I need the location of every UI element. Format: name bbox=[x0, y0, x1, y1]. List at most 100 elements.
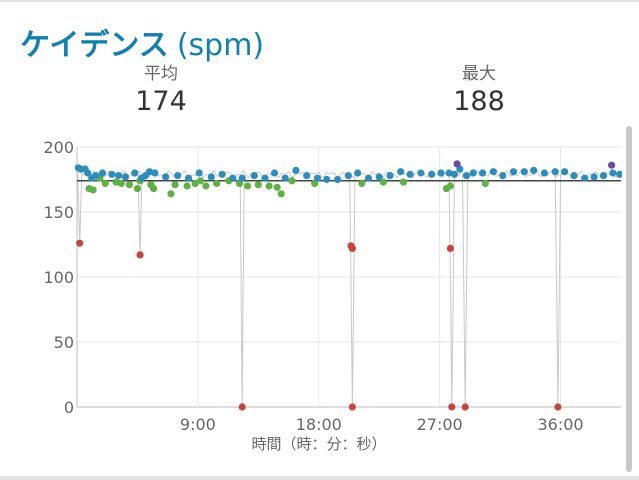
data-point-blue bbox=[509, 168, 518, 176]
dip-trace bbox=[462, 174, 469, 408]
data-point-blue bbox=[303, 172, 311, 180]
y-tick-label: 50 bbox=[54, 333, 74, 352]
data-point-blue bbox=[281, 174, 289, 182]
data-point-blue bbox=[229, 174, 237, 182]
data-point-green bbox=[244, 182, 252, 190]
dip-trace bbox=[349, 174, 356, 408]
x-tick-label: 36:00 bbox=[538, 415, 584, 434]
data-point-blue bbox=[599, 172, 608, 180]
data-point-blue bbox=[292, 166, 300, 174]
data-point-green bbox=[202, 182, 210, 190]
data-point-blue bbox=[551, 168, 559, 176]
data-point-purple bbox=[608, 161, 616, 169]
data-point-green bbox=[183, 182, 191, 190]
data-point-blue bbox=[590, 173, 598, 181]
y-tick-label: 150 bbox=[43, 203, 74, 222]
data-point-green bbox=[197, 177, 205, 185]
scrollbar[interactable] bbox=[626, 126, 632, 472]
data-point-blue bbox=[375, 173, 383, 181]
data-point-red bbox=[348, 244, 356, 252]
data-point-blue bbox=[520, 168, 528, 176]
x-tick-label: 9:00 bbox=[180, 415, 216, 434]
data-point-green bbox=[167, 190, 175, 198]
data-point-green bbox=[273, 183, 281, 191]
data-point-red bbox=[348, 403, 356, 411]
data-point-purple bbox=[453, 160, 461, 168]
top-divider bbox=[0, 0, 639, 2]
data-point-blue bbox=[184, 174, 193, 182]
data-point-green bbox=[191, 179, 199, 187]
data-point-blue bbox=[530, 166, 538, 174]
data-point-green bbox=[125, 181, 133, 189]
data-point-blue bbox=[489, 168, 497, 176]
y-tick-label: 200 bbox=[43, 138, 74, 157]
data-point-blue bbox=[92, 172, 100, 180]
x-tick-label: 18:00 bbox=[296, 415, 342, 434]
dip-trace bbox=[554, 174, 562, 408]
y-tick-label: 100 bbox=[43, 268, 74, 287]
data-point-blue bbox=[499, 172, 507, 180]
data-point-blue bbox=[115, 172, 123, 180]
data-point-blue bbox=[313, 174, 321, 182]
data-point-blue bbox=[344, 172, 352, 180]
data-point-green bbox=[213, 179, 221, 187]
data-point-blue bbox=[162, 173, 170, 181]
data-point-red bbox=[554, 403, 562, 411]
stat-maximum: 最大 188 bbox=[419, 62, 539, 118]
data-point-blue bbox=[469, 169, 477, 177]
data-point-red bbox=[136, 251, 144, 259]
stat-maximum-label: 最大 bbox=[462, 64, 496, 84]
data-point-green bbox=[133, 185, 141, 193]
data-point-green bbox=[150, 185, 158, 193]
data-point-green bbox=[117, 179, 125, 187]
page-title: ケイデンス bbox=[20, 28, 169, 63]
data-point-blue bbox=[261, 174, 269, 182]
data-point-blue bbox=[462, 172, 471, 180]
data-point-blue bbox=[397, 168, 405, 176]
data-point-green bbox=[288, 177, 296, 185]
cadence-chart: 0 50 100 150 200 9:00 18:00 27:00 36:00 時間（時：分：秒） bbox=[43, 138, 622, 453]
stat-average-label: 平均 bbox=[144, 64, 178, 84]
data-point-green bbox=[277, 190, 285, 198]
data-point-blue bbox=[386, 172, 394, 180]
data-point-green bbox=[171, 181, 179, 189]
data-point-blue bbox=[581, 174, 589, 182]
data-point-blue bbox=[84, 169, 92, 177]
data-point-green bbox=[481, 179, 489, 187]
data-point-blue bbox=[364, 174, 373, 182]
dip-trace bbox=[77, 174, 83, 244]
x-axis-label: 時間（時：分：秒） bbox=[251, 435, 386, 453]
data-point-green bbox=[101, 179, 109, 187]
data-point-blue bbox=[238, 174, 246, 182]
dip-trace bbox=[448, 174, 455, 408]
data-point-blue bbox=[195, 169, 203, 177]
data-point-green bbox=[399, 178, 407, 186]
data-point-green bbox=[265, 182, 273, 190]
data-point-blue bbox=[479, 169, 487, 177]
data-point-blue bbox=[207, 173, 215, 181]
stat-maximum-value: 188 bbox=[453, 86, 505, 117]
title-unit: (spm) bbox=[176, 28, 265, 63]
data-point-green bbox=[358, 179, 366, 187]
data-point-blue bbox=[609, 169, 617, 177]
data-point-red bbox=[461, 403, 469, 411]
data-point-red bbox=[76, 239, 84, 247]
stat-average-value: 174 bbox=[135, 86, 187, 117]
data-point-green bbox=[446, 182, 454, 190]
data-point-green bbox=[89, 186, 97, 194]
data-point-blue bbox=[561, 168, 569, 176]
data-point-red bbox=[238, 403, 246, 411]
data-point-blue bbox=[540, 169, 549, 177]
data-point-blue bbox=[334, 175, 342, 184]
data-point-blue bbox=[250, 172, 258, 180]
data-point-blue bbox=[108, 170, 116, 178]
stat-average: 平均 174 bbox=[101, 62, 221, 118]
header: ケイデンス (spm) bbox=[20, 20, 264, 64]
dip-trace bbox=[239, 174, 245, 408]
data-point-blue bbox=[145, 168, 154, 176]
data-point-blue bbox=[417, 169, 425, 177]
data-point-blue bbox=[270, 169, 279, 177]
data-point-blue bbox=[428, 170, 436, 178]
data-point-blue bbox=[406, 170, 414, 178]
data-point-blue bbox=[450, 170, 458, 178]
